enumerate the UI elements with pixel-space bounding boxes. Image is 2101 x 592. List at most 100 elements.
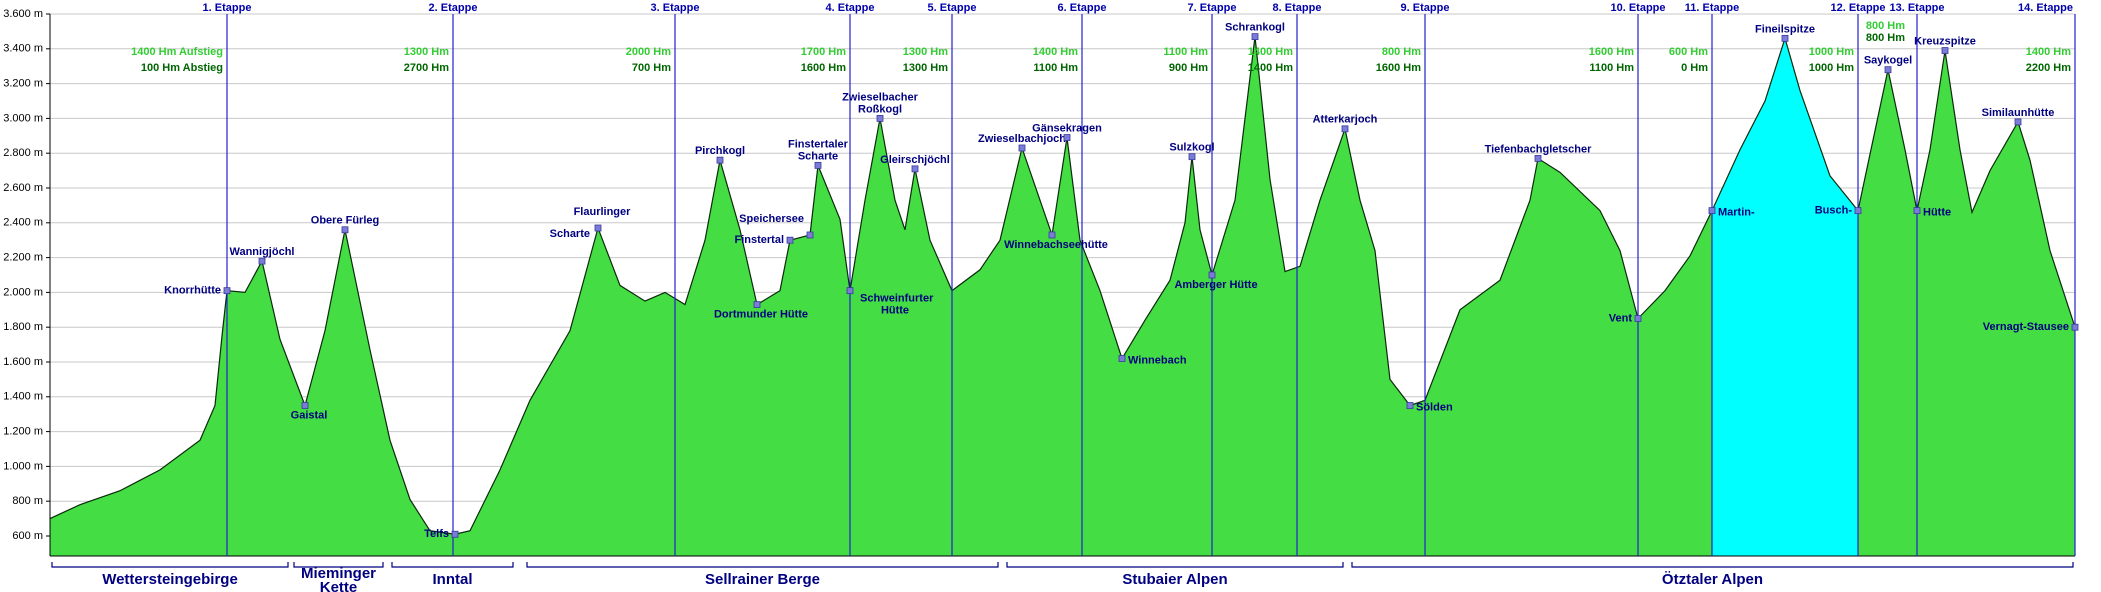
y-tick-label: 2.000 m bbox=[3, 286, 43, 298]
y-tick-label: 1.600 m bbox=[3, 356, 43, 368]
stage-descent: 1100 Hm bbox=[1033, 62, 1078, 74]
peak-label: Busch- bbox=[1815, 205, 1853, 217]
peak-label: Telfs bbox=[424, 528, 449, 540]
stage-descent: 2700 Hm bbox=[404, 62, 449, 74]
stage-descent: 1400 Hm bbox=[1248, 62, 1293, 74]
peak-label: Dortmunder Hütte bbox=[714, 308, 808, 320]
peak-marker bbox=[911, 165, 919, 173]
peak-label: Gaistal bbox=[291, 409, 328, 421]
stage-label: 11. Etappe bbox=[1685, 2, 1739, 14]
stage-descent: 700 Hm bbox=[632, 62, 671, 74]
peak-label: Speichersee bbox=[739, 213, 804, 225]
stage-label: 1. Etappe bbox=[203, 2, 252, 14]
stage-label: 14. Etappe bbox=[2018, 2, 2073, 14]
y-tick-label: 3.400 m bbox=[3, 43, 43, 55]
peak-label: Zwieselbachjoch bbox=[978, 133, 1066, 145]
stage-label: 8. Etappe bbox=[1273, 2, 1322, 14]
y-tick-label: 2.800 m bbox=[3, 147, 43, 159]
y-tick-label: 2.200 m bbox=[3, 252, 43, 264]
peak-marker bbox=[753, 301, 761, 308]
peak-marker bbox=[1534, 155, 1542, 162]
peak-label: Flaurlinger bbox=[574, 206, 632, 218]
peak-marker bbox=[814, 161, 822, 169]
y-tick-label: 1.200 m bbox=[3, 425, 43, 437]
peak-marker bbox=[2071, 323, 2079, 331]
y-tick-label: 3.600 m bbox=[3, 8, 43, 20]
highlight-area bbox=[1712, 38, 1858, 556]
y-tick-label: 1.400 m bbox=[3, 391, 43, 403]
peak-marker bbox=[1781, 34, 1789, 42]
peak-marker bbox=[1188, 153, 1196, 161]
peak-marker bbox=[1018, 144, 1026, 152]
y-tick-label: 3.000 m bbox=[3, 112, 43, 124]
peak-marker bbox=[806, 231, 814, 239]
peak-label: Vernagt-Stausee bbox=[1983, 321, 2069, 333]
stage-descent: 100 Hm Abstieg bbox=[141, 62, 223, 74]
peak-marker bbox=[2014, 118, 2022, 126]
region-bracket bbox=[526, 562, 999, 568]
stage-descent: 1300 Hm bbox=[903, 62, 948, 74]
stage-descent: 1600 Hm bbox=[1376, 62, 1421, 74]
peak-marker bbox=[258, 257, 266, 265]
stage-descent: 0 Hm bbox=[1681, 62, 1708, 74]
peak-label: Martin- bbox=[1718, 207, 1755, 219]
region-bracket bbox=[1006, 562, 1344, 568]
peak-marker bbox=[594, 224, 602, 232]
peak-label: Schrankogl bbox=[1225, 22, 1285, 34]
peak-label: Gänsekragen bbox=[1032, 122, 1102, 134]
peak-label: Knorrhütte bbox=[164, 285, 221, 297]
peak-label: Finstertal bbox=[734, 234, 784, 246]
stage-ascent: 1400 Hm bbox=[1033, 46, 1078, 58]
region-bracket bbox=[51, 562, 289, 568]
region-label: Ötztaler Alpen bbox=[1662, 571, 1763, 588]
peak-marker bbox=[716, 156, 724, 164]
stage-descent: 1000 Hm bbox=[1809, 62, 1854, 74]
peak-label: Hütte bbox=[1923, 207, 1951, 219]
stage-ascent: 1600 Hm bbox=[1589, 46, 1634, 58]
peak-label: Scharte bbox=[550, 228, 590, 240]
stage-label: 9. Etappe bbox=[1401, 2, 1450, 14]
stage-ascent: 1700 Hm bbox=[801, 46, 846, 58]
peak-marker bbox=[223, 287, 231, 295]
peak-marker bbox=[1708, 207, 1716, 215]
y-tick-label: 600 m bbox=[12, 530, 43, 542]
peak-marker bbox=[1341, 125, 1349, 133]
stage-label: 6. Etappe bbox=[1058, 2, 1107, 14]
stage-label: 10. Etappe bbox=[1610, 2, 1665, 14]
peak-label: Schweinfurter bbox=[860, 293, 934, 305]
y-tick-label: 3.200 m bbox=[3, 78, 43, 90]
peak-marker bbox=[1251, 33, 1259, 41]
peak-label: Sölden bbox=[1416, 401, 1453, 413]
peak-label: Vent bbox=[1609, 312, 1633, 324]
peak-marker bbox=[451, 530, 459, 538]
peak-label: Zwieselbacher bbox=[842, 91, 919, 103]
y-tick-label: 2.400 m bbox=[3, 217, 43, 229]
region-label: Mieminger bbox=[301, 565, 376, 582]
peak-marker bbox=[786, 236, 794, 244]
stage-ascent: 2000 Hm bbox=[626, 46, 671, 58]
region-bracket bbox=[1351, 562, 2074, 568]
peak-label: Amberger Hütte bbox=[1174, 279, 1257, 291]
stage-ascent: 800 Hm bbox=[1866, 20, 1905, 32]
elevation-area bbox=[50, 36, 2075, 557]
y-tick-label: 1.000 m bbox=[3, 460, 43, 472]
stage-label: 12. Etappe bbox=[1830, 2, 1885, 14]
stage-ascent: 1300 Hm bbox=[404, 46, 449, 58]
peak-label: Tiefenbachgletscher bbox=[1485, 143, 1592, 155]
peak-label: Obere Fürleg bbox=[311, 215, 379, 227]
peak-label: Finstertaler bbox=[788, 138, 849, 150]
stage-descent: 800 Hm bbox=[1866, 32, 1905, 44]
stage-label: 5. Etappe bbox=[928, 2, 977, 14]
peak-label: Pirchkogl bbox=[695, 145, 745, 157]
stage-ascent: 600 Hm bbox=[1669, 46, 1708, 58]
stage-label: 13. Etappe bbox=[1889, 2, 1944, 14]
peak-label: Sulzkogl bbox=[1169, 142, 1214, 154]
peak-label: Kreuzspitze bbox=[1914, 35, 1976, 47]
peak-marker bbox=[1118, 355, 1126, 362]
stage-descent: 2200 Hm bbox=[2026, 62, 2071, 74]
stage-descent: 1100 Hm bbox=[1589, 62, 1634, 74]
peak-label: Gleirschjöchl bbox=[880, 154, 950, 166]
peak-label: Winnebach bbox=[1128, 354, 1187, 366]
region-label: Stubaier Alpen bbox=[1122, 571, 1227, 588]
stage-label: 3. Etappe bbox=[651, 2, 700, 14]
